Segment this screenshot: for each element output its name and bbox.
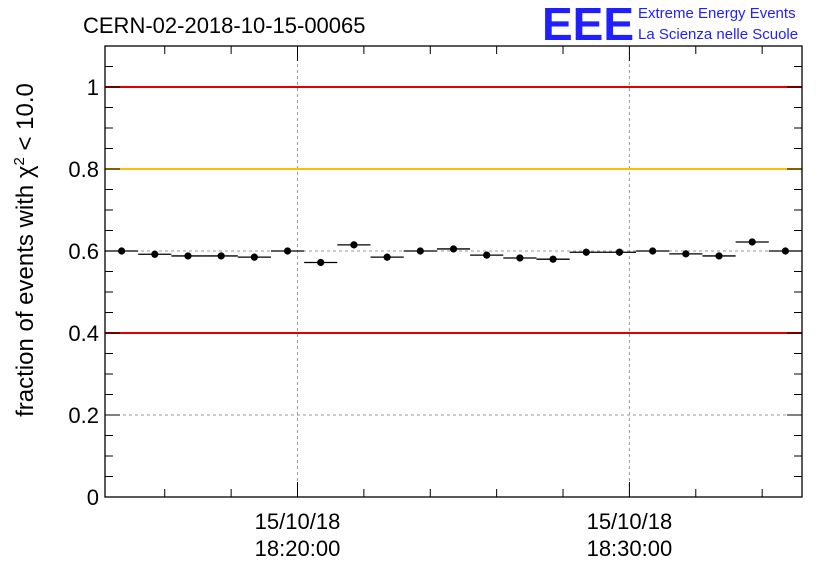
data-point-12 xyxy=(503,254,537,262)
data-point-marker xyxy=(416,247,424,255)
data-point-5 xyxy=(270,247,305,255)
data-point-marker xyxy=(350,241,358,249)
data-point-marker xyxy=(549,255,557,263)
data-point-0 xyxy=(105,247,139,255)
data-point-marker xyxy=(217,252,225,260)
plot-frame xyxy=(104,45,803,498)
data-point-marker xyxy=(715,252,723,260)
data-point-marker xyxy=(682,250,690,258)
data-point-marker xyxy=(383,253,391,261)
y-tick-label-5: 1 xyxy=(87,75,99,100)
data-point-4 xyxy=(237,253,271,261)
data-point-19 xyxy=(735,238,769,246)
data-point-17 xyxy=(669,250,703,258)
chart-title: CERN-02-2018-10-15-00065 xyxy=(83,13,366,38)
data-point-marker xyxy=(283,247,292,255)
data-points xyxy=(105,238,802,267)
data-point-marker xyxy=(184,252,192,260)
y-tick-label-0: 0 xyxy=(87,485,99,510)
x-tick-label-time-0: 18:20:00 xyxy=(255,536,341,561)
eee-logo-line-1: Extreme Energy Events xyxy=(638,5,796,22)
eee-logo-text: EEE xyxy=(542,0,634,50)
y-tick-label-1: 0.2 xyxy=(68,403,99,428)
data-point-marker xyxy=(649,247,657,255)
y-tick-labels: 0 0.2 0.4 0.6 0.8 1 xyxy=(68,75,99,510)
data-point-marker xyxy=(151,250,159,258)
plot-border xyxy=(104,45,803,498)
data-point-marker xyxy=(317,258,325,267)
data-point-marker xyxy=(615,248,624,256)
x-tick-label-time-1: 18:30:00 xyxy=(587,536,673,561)
data-point-marker xyxy=(449,245,458,253)
data-point-3 xyxy=(204,252,238,260)
data-point-10 xyxy=(436,245,471,253)
grid-lines xyxy=(105,46,802,497)
y-axis-label: fraction of events with χ2 < 10.0 xyxy=(11,83,39,417)
data-point-marker xyxy=(250,253,258,261)
x-tick-label-date-1: 15/10/18 xyxy=(587,509,673,534)
x-tick-label-date-0: 15/10/18 xyxy=(255,509,341,534)
data-point-marker xyxy=(781,247,790,255)
data-point-11 xyxy=(470,251,504,259)
data-point-15 xyxy=(602,248,637,256)
data-point-7 xyxy=(337,241,371,249)
axis-ticks xyxy=(105,45,802,498)
data-point-marker xyxy=(483,251,491,259)
data-point-1 xyxy=(138,250,172,258)
data-point-marker xyxy=(582,248,590,256)
data-point-marker xyxy=(748,238,756,246)
eee-logo-line-2: La Scienza nelle Scuole xyxy=(638,26,798,43)
y-tick-label-4: 0.8 xyxy=(68,157,99,182)
data-point-13 xyxy=(536,255,570,263)
data-point-marker xyxy=(516,254,524,262)
data-point-14 xyxy=(569,248,603,256)
data-point-18 xyxy=(702,252,736,260)
data-point-9 xyxy=(403,247,437,255)
y-tick-label-3: 0.6 xyxy=(68,239,99,264)
data-point-16 xyxy=(636,247,670,255)
data-point-20 xyxy=(768,247,802,255)
eee-logo: EEE Extreme Energy Events La Scienza nel… xyxy=(542,0,798,50)
data-point-6 xyxy=(304,258,338,267)
data-point-8 xyxy=(370,253,404,261)
data-point-2 xyxy=(171,252,205,260)
reference-lines xyxy=(105,86,802,334)
data-point-marker xyxy=(117,247,126,255)
y-tick-label-2: 0.4 xyxy=(68,321,99,346)
